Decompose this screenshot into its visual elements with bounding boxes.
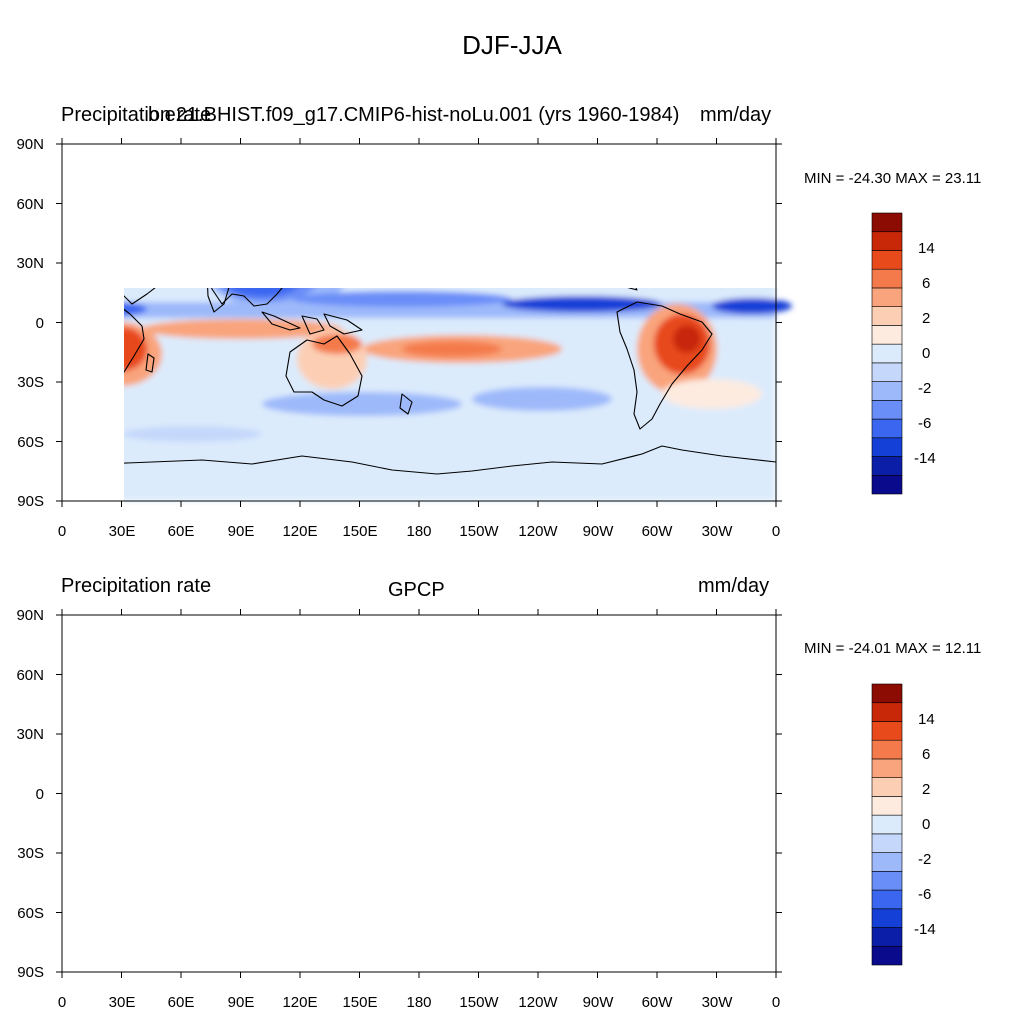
panel2-x-label: 150W	[459, 994, 499, 1011]
colorbar-box	[871, 474, 903, 495]
panel2-x-label: 60E	[167, 994, 195, 1011]
panel1-x-label: 30W	[701, 523, 733, 540]
colorbar-box	[871, 343, 903, 364]
colorbar-box	[871, 362, 903, 382]
colorbar-box	[871, 212, 903, 233]
panel2-x-label: 180	[406, 994, 432, 1011]
colorbar-box	[871, 231, 903, 251]
panel2-left-title: Precipitation rate	[61, 575, 212, 597]
panel2-min-max: MIN = -24.01 MAX = 12.11	[804, 640, 982, 657]
colorbar-box	[871, 306, 903, 326]
panel1-x-label: 180	[406, 523, 432, 540]
panel1-x-label: 150E	[342, 523, 378, 540]
panel1-y-label: 0	[35, 315, 44, 332]
panel2-x-label: 30E	[108, 994, 136, 1011]
panel1-y-label: 90N	[16, 136, 44, 153]
panel2-units: mm/day	[698, 575, 770, 597]
panel2-colorbar	[871, 683, 903, 966]
panel2-x-label: 60W	[641, 994, 673, 1011]
panel1-units: mm/day	[700, 104, 772, 126]
panel1-left-title: Precipitation rate	[61, 104, 212, 126]
colorbar-label: -2	[918, 851, 932, 868]
panel1-y-label: 60N	[16, 196, 44, 213]
panel1-x-label: 60W	[641, 523, 673, 540]
figure-title: DJF-JJA	[462, 30, 562, 60]
panel1-x-label: 0	[57, 523, 67, 540]
panel2-y-label: 90S	[17, 964, 44, 981]
panel2-y-label: 90N	[16, 607, 44, 624]
panel1-y-label: 30N	[16, 255, 44, 272]
colorbar-label: 0	[922, 816, 931, 833]
colorbar-label: -6	[918, 415, 932, 432]
panel1-min-max: MIN = -24.30 MAX = 23.11	[804, 170, 982, 187]
colorbar-box	[871, 945, 903, 966]
panel1-x-label: 30E	[108, 523, 136, 540]
colorbar-box	[871, 739, 903, 760]
panel2-x-label: 120E	[282, 994, 318, 1011]
colorbar-box	[871, 400, 903, 420]
panel1-y-label: 30S	[17, 374, 44, 391]
panel1-x-label: 90W	[582, 523, 614, 540]
colorbar-box	[871, 418, 903, 439]
panel2-x-label: 90E	[227, 994, 255, 1011]
panel1-y-label: 60S	[17, 434, 44, 451]
panel2-x-label: 150E	[342, 994, 378, 1011]
colorbar-label: 6	[922, 746, 931, 763]
colorbar-label: -14	[914, 450, 936, 467]
colorbar-box	[871, 381, 903, 401]
colorbar-box	[871, 927, 903, 947]
panel1-x-label: 120E	[282, 523, 318, 540]
colorbar-box	[871, 250, 903, 270]
colorbar-box	[871, 796, 903, 816]
panel2-y-label: 60N	[16, 667, 44, 684]
panel1-x-label: 150W	[459, 523, 499, 540]
panel2-y-label: 0	[35, 786, 44, 803]
panel2-x-label: 120W	[518, 994, 558, 1011]
colorbar-box	[871, 852, 903, 872]
colorbar-label: -14	[914, 921, 936, 938]
colorbar-label: 14	[918, 240, 935, 257]
panel1-x-label: 90E	[227, 523, 255, 540]
panel2-y-label: 30N	[16, 726, 44, 743]
panel2-y-label: 60S	[17, 905, 44, 922]
colorbar-box	[871, 833, 903, 853]
colorbar-box	[871, 437, 903, 457]
colorbar-box	[871, 287, 903, 307]
panel2-x-label: 0	[771, 994, 781, 1011]
panel2-y-label: 30S	[17, 845, 44, 862]
panel1-x-label: 0	[771, 523, 781, 540]
colorbar-box	[871, 325, 903, 345]
colorbar-box	[871, 871, 903, 891]
panel1-center-title: b.e21.BHIST.f09_g17.CMIP6-hist-noLu.001 …	[148, 104, 680, 126]
colorbar-label: 2	[922, 781, 931, 798]
panel1-colorbar	[871, 212, 903, 495]
colorbar-box	[871, 721, 903, 741]
panel2-center-title: GPCP	[388, 579, 445, 601]
panel2-map	[56, 609, 782, 978]
colorbar-box	[871, 889, 903, 910]
panel1-x-label: 60E	[167, 523, 195, 540]
colorbar-label: -2	[918, 380, 932, 397]
colorbar-box	[871, 908, 903, 928]
colorbar-label: 6	[922, 275, 931, 292]
colorbar-box	[871, 683, 903, 704]
colorbar-box	[871, 702, 903, 722]
panel2-x-label: 30W	[701, 994, 733, 1011]
panel1-x-label: 120W	[518, 523, 558, 540]
panel2-x-label: 90W	[582, 994, 614, 1011]
colorbar-label: 2	[922, 310, 931, 327]
panel1-y-label: 90S	[17, 493, 44, 510]
colorbar-box	[871, 758, 903, 778]
panel1-map	[56, 138, 792, 507]
colorbar-box	[871, 456, 903, 476]
colorbar-label: 14	[918, 711, 935, 728]
colorbar-label: -6	[918, 886, 932, 903]
colorbar-box	[871, 777, 903, 797]
colorbar-box	[871, 268, 903, 289]
colorbar-label: 0	[922, 345, 931, 362]
colorbar-box	[871, 814, 903, 835]
panel2-x-label: 0	[57, 994, 67, 1011]
